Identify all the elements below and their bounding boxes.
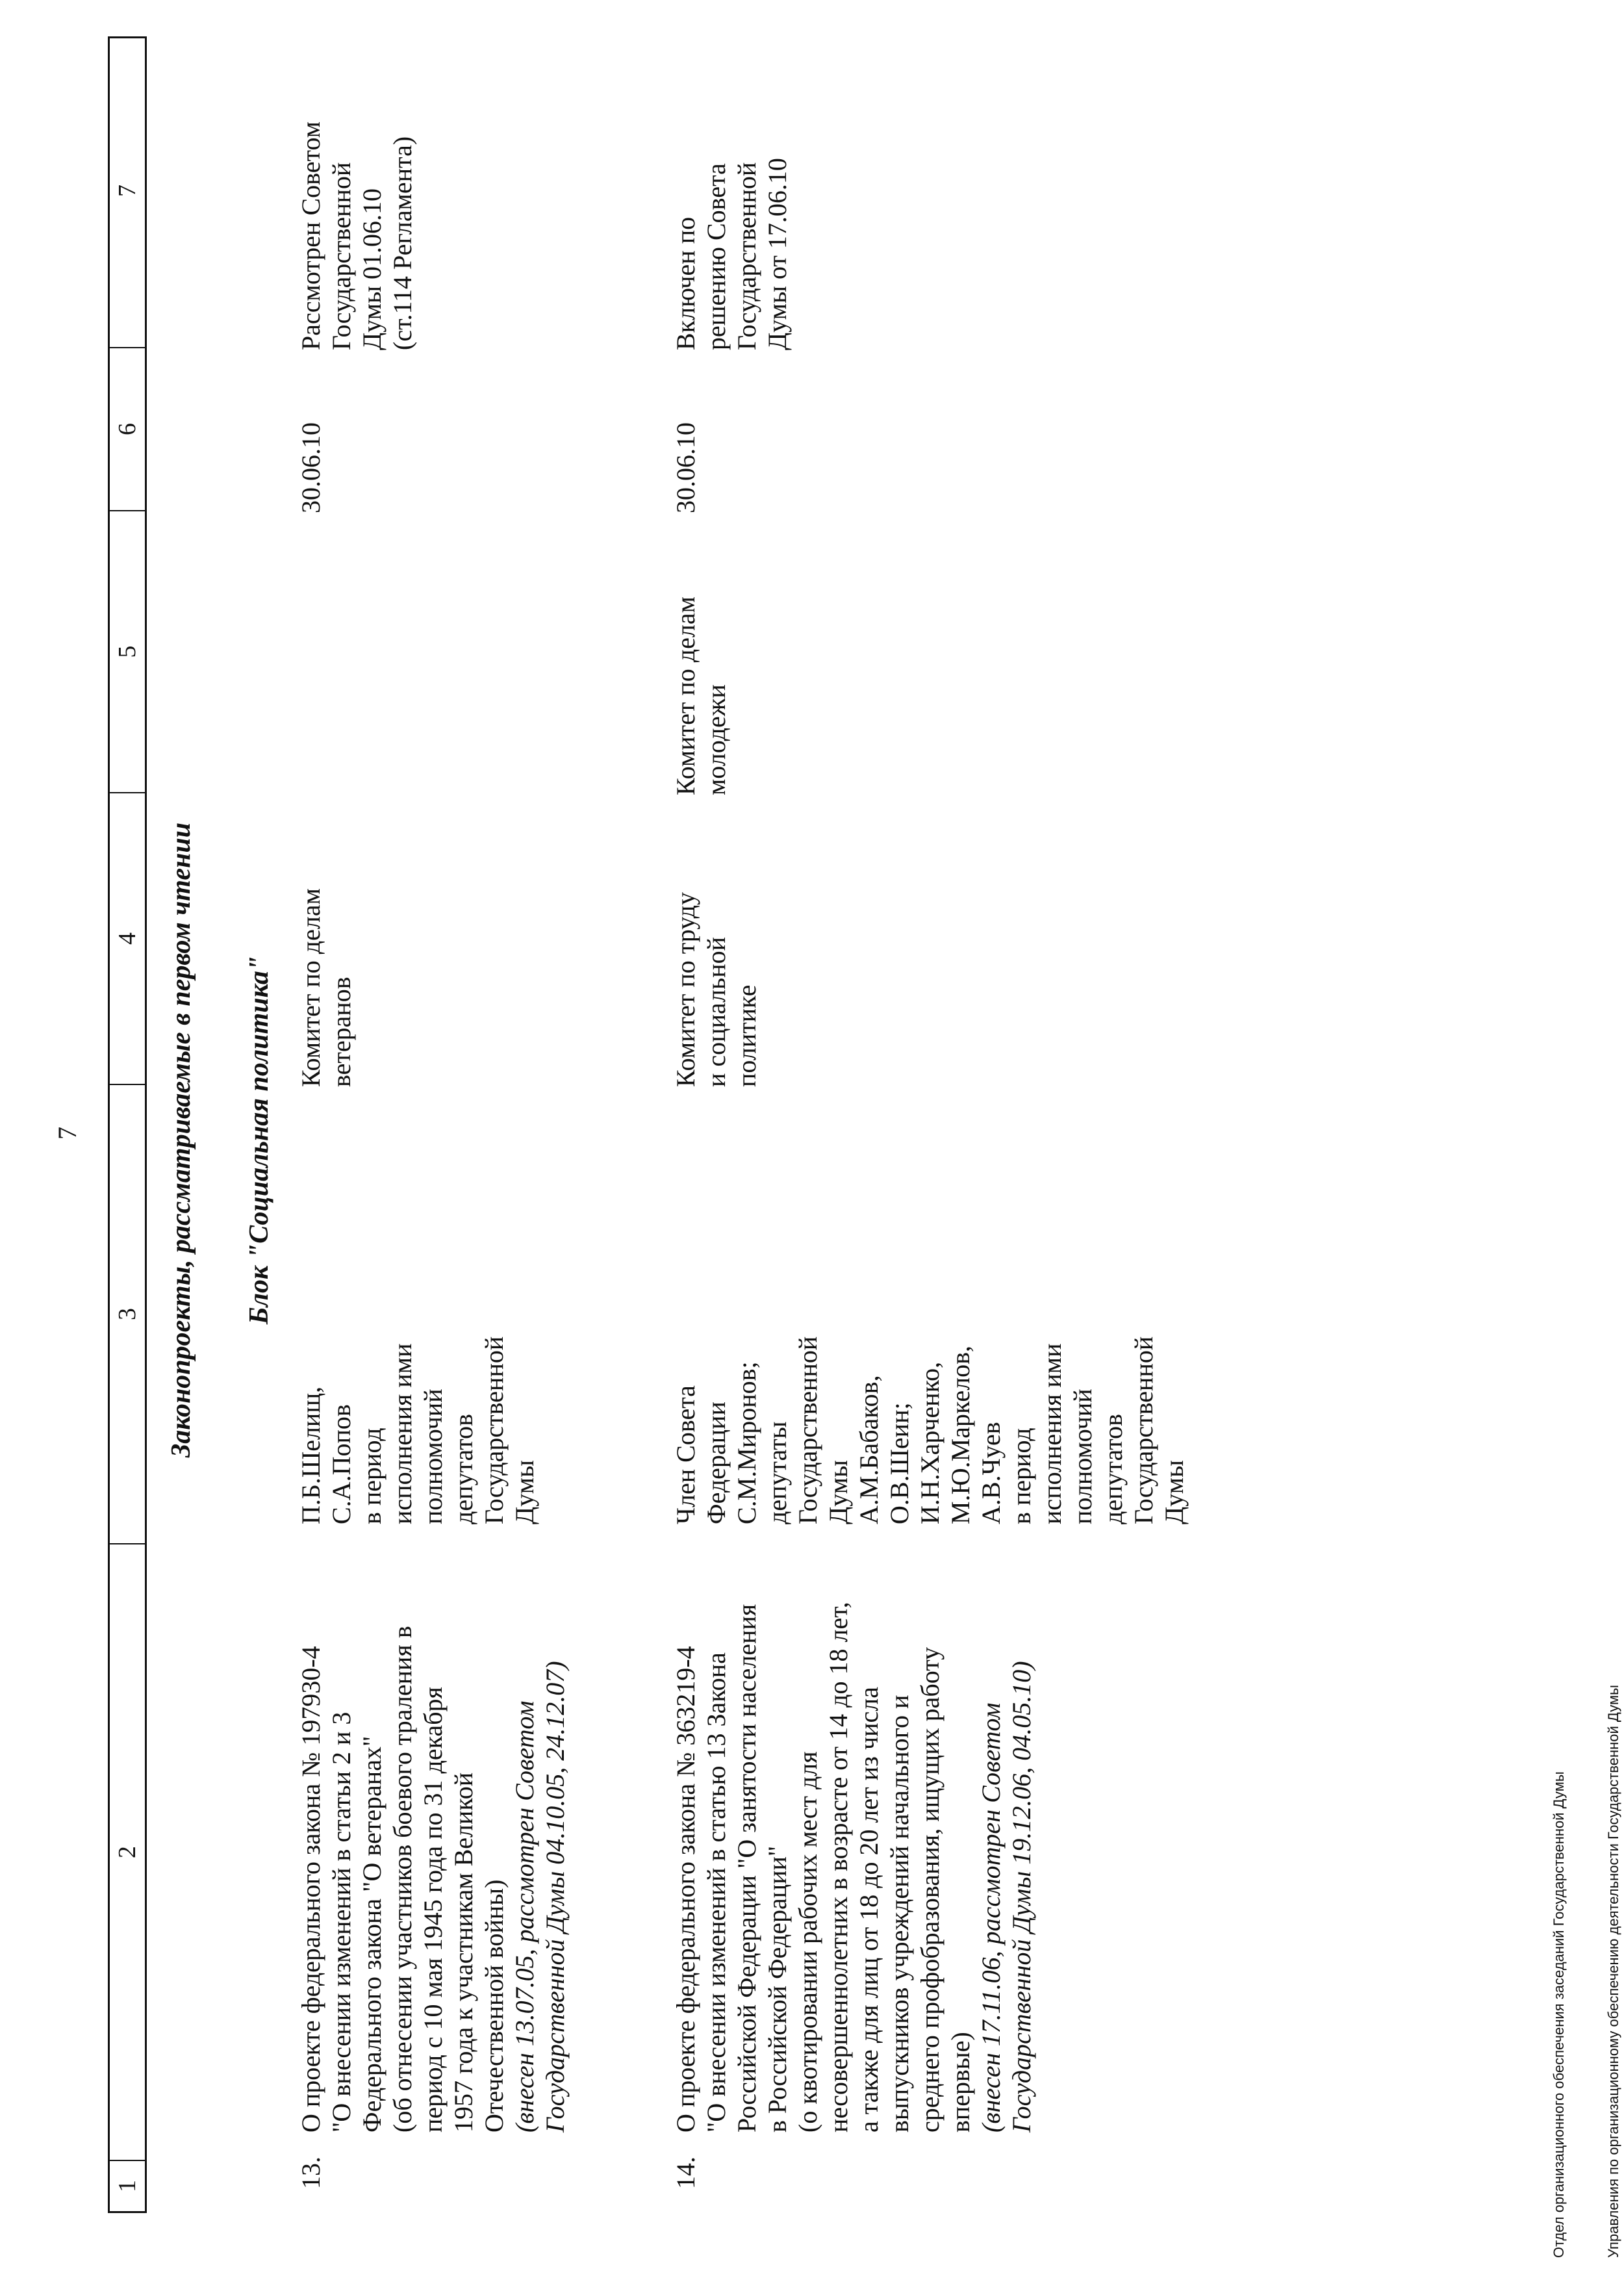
authors-line: исполнения ими [388, 1343, 417, 1525]
note-line: (ст.114 Регламента) [388, 136, 417, 350]
description-line: "О внесении изменений в статью 13 Закона [702, 1652, 731, 2133]
header-cell: 3 [110, 1085, 145, 1544]
authors-line: в период [357, 1428, 387, 1524]
note-line: Включен по [671, 216, 700, 350]
page-number: 7 [53, 1127, 82, 1140]
authors-line: полномочий [418, 1389, 448, 1524]
authors-line: Член Совета [671, 1385, 700, 1524]
description-line: О проекте федерального закона № 363219-4 [671, 1646, 700, 2133]
authors-line: исполнения ими [1037, 1343, 1067, 1525]
description-line: Федерального закона "О ветеранах" [357, 1736, 387, 2133]
description-line: выпускников учреждений начального и [885, 1695, 914, 2133]
note-line: Государственной [327, 162, 356, 350]
header-cell: 7 [110, 34, 145, 348]
description-line: (внесен 17.11.06, рассмотрен Советом [976, 1702, 1006, 2133]
authors-line: Думы [510, 1460, 539, 1524]
description-line: "О внесении изменений в статьи 2 и 3 [327, 1711, 356, 2133]
authors-line: полномочий [1068, 1389, 1097, 1524]
committee-cell: Комитет по труду и социальной политике [670, 892, 762, 1087]
authors-line: депутатов [1098, 1413, 1128, 1524]
header-cell: 1 [114, 2180, 141, 2192]
description-line: в Российской Федерации" [763, 1845, 792, 2133]
authors-line: Государственной [793, 1336, 822, 1524]
header-cell: 5 [110, 511, 145, 793]
authors-line: А.В.Чуев [976, 1422, 1006, 1524]
authors-cell: Член Совета Федерации С.М.Миронов; депутаты… [670, 1337, 1189, 1524]
committee-line: Комитет по труду [671, 891, 700, 1087]
row-number: 13. [296, 2157, 325, 2189]
committee-line: и социальной [702, 936, 731, 1087]
note-line: Думы от 17.06.10 [763, 158, 792, 350]
row-number: 14. [671, 2157, 700, 2189]
footer: Отдел организационного обеспечения засед… [1514, 1685, 1624, 2258]
authors-line: депутаты [763, 1421, 792, 1524]
note-cell: Рассмотрен Советом Государственной Думы 01… [296, 122, 418, 350]
section-title: Законопроекты, рассматриваемые в первом … [166, 822, 196, 1458]
description-line: Государственной Думы 19.12.06, 04.05.10) [1007, 1661, 1036, 2133]
note-line: Думы 01.06.10 [357, 188, 387, 350]
description-line: несовершеннолетних в возрасте от 14 до 1… [824, 1602, 853, 2133]
description-line: среднего профобразования, ищущих работу [915, 1646, 945, 2133]
authors-line: И.Н.Харченко, [915, 1361, 945, 1524]
description-line: (об отнесении участников боевого тралени… [388, 1626, 417, 2133]
description-line: Отечественной войны) [479, 1879, 509, 2133]
note-cell: Включен по решению Совета Государственной Д… [670, 158, 793, 350]
authors-line: Федерации [702, 1402, 731, 1524]
authors-line: депутатов [449, 1413, 478, 1524]
authors-line: А.М.Бабаков, [854, 1375, 883, 1524]
committee-line: Комитет по делам [296, 888, 325, 1087]
description-line: Государственной Думы 04.10.05, 24.12.07) [540, 1661, 570, 2133]
description-line: а также для лиц от 18 до 20 лет из числа [854, 1687, 883, 2133]
header-cell: 2 [110, 1544, 145, 2161]
authors-line: О.В.Шеин; [885, 1402, 914, 1524]
authors-line: С.М.Миронов; [732, 1361, 761, 1524]
authors-line: С.А.Попов [327, 1404, 356, 1524]
authors-line: Думы [824, 1460, 853, 1524]
description-line: период с 10 мая 1945 года по 31 декабря [418, 1687, 448, 2133]
co-committee-line: молодежи [702, 684, 731, 795]
description-line: (о квотировании рабочих мест для [793, 1751, 822, 2133]
committee-cell: Комитет по делам ветеранов [296, 888, 357, 1087]
co-committee-cell: Комитет по делам молодежи [670, 596, 731, 795]
bill-description: О проекте федерального закона № 197930-4… [296, 1626, 570, 2133]
description-line: Российской Федерации "О занятости населе… [732, 1604, 761, 2133]
header-cell: 6 [110, 348, 145, 511]
co-committee-line: Комитет по делам [671, 596, 700, 795]
block-title: Блок "Социальная политика" [244, 955, 274, 1325]
authors-line: Думы [1160, 1460, 1189, 1524]
bill-description: О проекте федерального закона № 363219-4… [670, 1602, 1037, 2133]
description-line: впервые) [946, 2032, 975, 2133]
note-line: решению Совета [702, 163, 731, 350]
header-cell: 4 [110, 793, 145, 1085]
authors-line: в период [1007, 1428, 1036, 1524]
note-line: Государственной [732, 162, 761, 350]
description-line: 1957 года к участникам Великой [449, 1772, 478, 2133]
authors-line: Государственной [479, 1336, 509, 1524]
note-line: Рассмотрен Советом [296, 121, 325, 350]
description-line: (внесен 13.07.05, рассмотрен Советом [510, 1700, 539, 2133]
footer-line: Отдел организационного обеспечения засед… [1551, 1771, 1567, 2258]
authors-line: М.Ю.Маркелов, [946, 1345, 975, 1524]
authors-cell: П.Б.Шелищ, С.А.Попов в период исполнения им… [296, 1337, 540, 1524]
footer-line: Управления по организационному обеспечен… [1605, 1685, 1621, 2258]
committee-line: политике [732, 984, 761, 1087]
description-line: О проекте федерального закона № 197930-4 [296, 1646, 325, 2133]
authors-line: Государственной [1129, 1336, 1158, 1524]
date-cell: 30.06.10 [296, 422, 325, 513]
authors-line: П.Б.Шелищ, [296, 1386, 325, 1524]
committee-line: ветеранов [327, 977, 356, 1087]
date-cell: 30.06.10 [671, 422, 700, 513]
